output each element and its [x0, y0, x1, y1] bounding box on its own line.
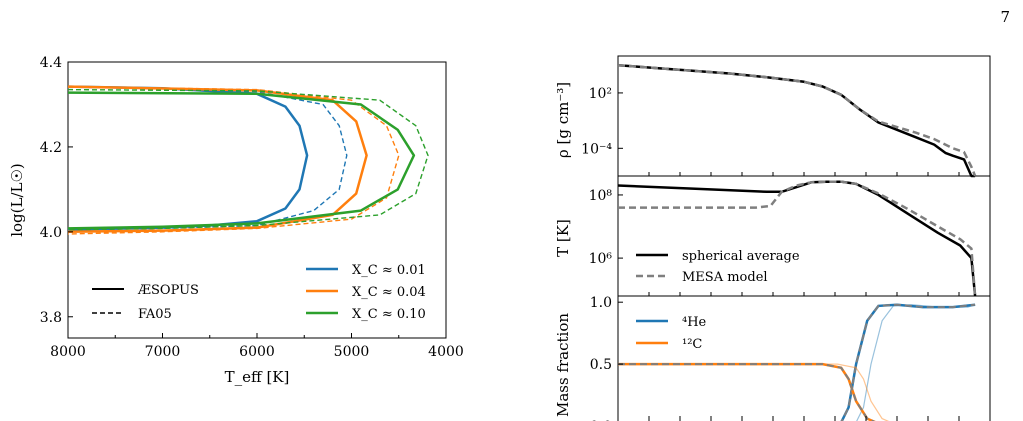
hr-ytick-label: 3.8: [40, 310, 62, 326]
hr-xtick-label: 6000: [239, 344, 275, 360]
temp-legend: spherical average MESA model: [636, 249, 800, 285]
profile-line: [618, 180, 977, 297]
hr-xlabel: T_eff [K]: [225, 368, 290, 386]
profile-ytick-label: 10²: [589, 86, 612, 102]
hr-style-legend: ÆSOPUS FA05: [92, 283, 199, 322]
legend-c-label: ¹²C: [682, 337, 702, 352]
hr-curve-blue-fa05: [67, 85, 348, 231]
profile-ytick-label: 1.0: [590, 295, 612, 311]
legend-xc-001: X_C ≈ 0.01: [352, 263, 426, 278]
mass-faint-line: [632, 363, 890, 421]
legend-xc-010: X_C ≈ 0.10: [352, 307, 426, 322]
legend-aesopus-label: ÆSOPUS: [137, 283, 199, 298]
profile-ytick-label: 10⁻⁴: [581, 141, 612, 157]
mass-ylabel: Mass fraction: [554, 313, 572, 417]
legend-mesa-label: MESA model: [682, 270, 768, 285]
legend-he-label: ⁴He: [682, 315, 707, 330]
hr-series-legend: X_C ≈ 0.01 X_C ≈ 0.04 X_C ≈ 0.10: [306, 263, 426, 322]
hr-diagram: 8000 7000 6000 5000 4000 3.8 4.0 4.2 4.4 ÆSOPUS …: [8, 55, 464, 386]
profile-ytick-label: 0.0: [590, 419, 612, 421]
temp-panel-frame: [617, 175, 991, 297]
profile-ytick-label: 0.5: [590, 357, 612, 373]
mass-mesa-line: [618, 363, 876, 421]
profile-ytick-label: 10⁶: [589, 251, 613, 267]
mass-legend: ⁴He ¹²C: [636, 315, 707, 352]
profile-line: [617, 180, 977, 297]
hr-ticks: 8000 7000 6000 5000 4000 3.8 4.0 4.2 4.4: [40, 55, 464, 360]
hr-ytick-label: 4.4: [40, 55, 62, 71]
rho-ylabel: ρ [g cm⁻³]: [554, 82, 572, 158]
hr-curve-orange-aesopus: [67, 85, 368, 234]
mass-mesa-line: [840, 303, 976, 421]
profile-curves: [617, 63, 977, 421]
hr-curve-green-fa05: [67, 88, 429, 231]
hr-curves: [67, 85, 429, 235]
hr-ylabel: log(L/L☉): [8, 163, 26, 237]
hr-xtick-label: 7000: [145, 344, 181, 360]
hr-curve-blue-aesopus: [67, 85, 309, 231]
legend-xc-004: X_C ≈ 0.04: [352, 285, 426, 300]
legend-fa05-label: FA05: [138, 307, 172, 322]
hr-xtick-label: 5000: [334, 344, 370, 360]
profile-ytick-label: 10⁸: [589, 188, 613, 204]
legend-spherical-label: spherical average: [682, 249, 800, 264]
profile-ticks: 10² 10⁻⁴ 10⁸ 10⁶ 0.0 0.5 1.0: [581, 86, 991, 421]
hr-ytick-label: 4.0: [40, 225, 62, 241]
temp-ylabel: T [K]: [554, 219, 572, 257]
hr-xtick-label: 4000: [428, 344, 464, 360]
hr-ytick-label: 4.2: [40, 140, 62, 156]
mass-line: [618, 362, 876, 421]
rho-panel-frame: [617, 55, 991, 177]
profile-line: [617, 63, 977, 177]
page-number: 7: [1000, 8, 1010, 26]
hr-xtick-label: 8000: [50, 344, 86, 360]
hr-curve-green-aesopus: [67, 91, 416, 230]
mass-panel-frame: [617, 295, 991, 421]
